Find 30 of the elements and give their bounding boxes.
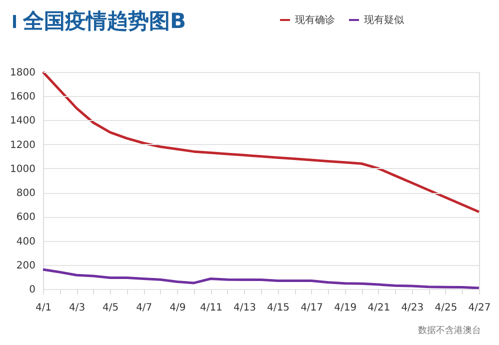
y-tick-label: 800: [16, 188, 36, 200]
x-tick-label: 4/19: [334, 302, 357, 314]
x-tick-label: 4/7: [136, 302, 152, 314]
x-tick-label: 4/15: [267, 302, 290, 314]
x-tick-label: 4/27: [468, 302, 491, 314]
legend-label: 现有疑似: [364, 14, 404, 26]
x-tick-label: 4/13: [233, 302, 256, 314]
y-tick-label: 400: [16, 236, 36, 248]
y-tick-label: 1200: [10, 140, 36, 151]
x-tick-label: 4/25: [434, 302, 458, 314]
x-tick-label: 4/1: [35, 302, 52, 314]
chart-title: 全国疫情趋势图B: [22, 9, 186, 33]
x-tick-label: 4/23: [401, 302, 424, 314]
y-tick-label: 1600: [10, 92, 36, 103]
line-series: [42, 70, 480, 214]
y-tick-label: 1400: [10, 116, 36, 127]
x-tick-label: 4/21: [368, 302, 390, 314]
x-tick-label: 4/3: [68, 302, 86, 314]
y-tick-label: 200: [16, 260, 36, 272]
legend-label: 现有确诊: [295, 14, 335, 26]
y-tick-label: 0: [29, 284, 36, 296]
x-tick-label: 4/9: [170, 302, 186, 314]
y-tick-label: 600: [16, 212, 36, 224]
x-tick-label: 4/17: [300, 302, 324, 314]
y-tick-label: 1800: [10, 68, 36, 78]
line-series: [42, 268, 480, 290]
y-tick-label: 1000: [10, 164, 36, 175]
x-tick-label: 4/5: [102, 302, 119, 314]
text: 数据不含港澳台: [418, 325, 481, 336]
x-tick-label: 4/11: [200, 302, 222, 314]
